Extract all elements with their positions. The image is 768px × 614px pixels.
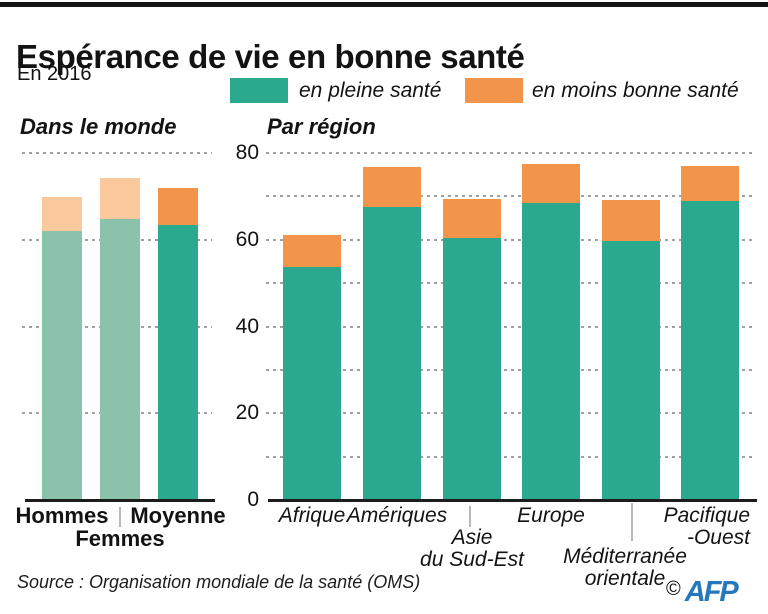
bar-afrique-less-healthy [283,234,341,267]
afp-logo: AFP [684,576,739,608]
x-label-pacifique-ouest: Pacifique -Ouest [663,504,750,549]
chart-title-world: Dans le monde [20,114,177,139]
bar-m-diterran-e-orientale-healthy [602,241,660,500]
x-axis-world [25,499,215,502]
gridline-40 [266,325,756,328]
gridline-10 [266,455,756,458]
y-tick-label-80: 80 [235,141,259,164]
bar-hommes-less-healthy [42,197,82,232]
bar-am-riques-healthy [363,207,421,500]
x-label-afrique: Afrique [278,504,346,527]
x-label-asie-du-sud-est: Asie du Sud-Est [420,526,524,571]
bar-femmes-less-healthy [100,178,140,219]
bar-afrique-healthy [283,266,341,500]
bar-m-diterran-e-orientale-less-healthy [602,200,660,242]
copyright-icon: © [666,578,681,600]
top-rule [0,2,768,7]
gridline-80 [22,152,212,154]
legend-label-healthy: en pleine santé [299,79,442,102]
y-tick-label-60: 60 [235,227,259,251]
bar-hommes-healthy [42,231,82,500]
bar-femmes-healthy [100,218,140,500]
y-tick-label-20: 20 [235,401,259,425]
x-label-moyenne: Moyenne [130,503,226,528]
year-subtitle: En 2016 [17,63,92,85]
bar-europe-less-healthy [522,163,580,204]
bar-am-riques-less-healthy [363,166,421,208]
bar-pacifique-ouest-healthy [681,201,739,500]
bar-asie-du-sud-est-healthy [443,238,501,500]
legend-swatch-less-healthy [465,78,523,103]
bar-europe-healthy [522,203,580,500]
page-title: Espérance de vie en bonne santé [16,38,525,76]
bar-moyenne-less-healthy [158,187,198,226]
x-label-femmes: Femmes [75,526,165,551]
bar-asie-du-sud-est-less-healthy [443,198,501,238]
y-tick-label-40: 40 [235,314,259,338]
gridline-80 [266,152,756,154]
bar-pacifique-ouest-less-healthy [681,166,739,202]
gridline-20 [266,412,756,415]
x-label-europe: Europe [517,504,585,527]
x-label-hommes: Hommes [15,503,109,528]
source-note: Source : Organisation mondiale de la san… [17,572,421,592]
axis-separator-tick [119,507,121,527]
gridline-30 [266,368,756,371]
gridline-70 [266,195,756,198]
axis-separator-tick [469,506,471,527]
chart-title-region: Par région [267,114,376,139]
gridline-50 [266,282,756,285]
credit: © AFP [666,576,739,609]
x-axis-region [268,499,757,502]
x-label-am-riques: Amériques [346,504,448,527]
y-tick-label-0: 0 [247,488,259,511]
legend-label-less-healthy: en moins bonne santé [532,79,739,102]
axis-separator-tick [631,503,633,541]
bar-moyenne-healthy [158,225,198,500]
gridline-60 [266,238,756,241]
legend-swatch-healthy [230,78,288,103]
x-label-m-diterran-e-orientale: Méditerranée orientale [563,545,687,590]
